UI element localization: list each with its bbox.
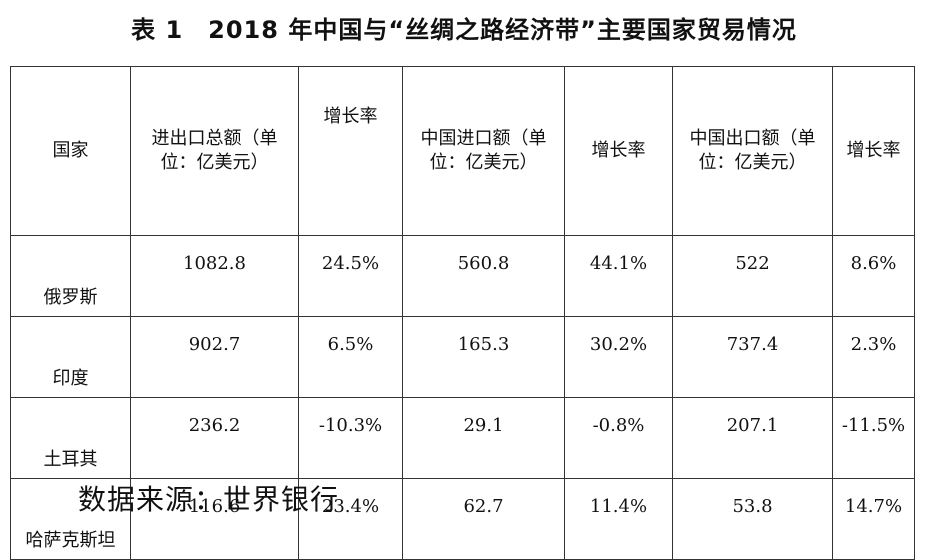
country-cell: 土耳其 (10, 397, 131, 479)
export-cell: 207.1 (672, 397, 833, 479)
header-import-growth: 增长率 (564, 66, 673, 236)
total-growth-cell: 24.5% (298, 235, 403, 317)
table-title: 表 1 2018 年中国与“丝绸之路经济带”主要国家贸易情况 (131, 16, 797, 44)
import-cell: 560.8 (402, 235, 565, 317)
header-country: 国家 (10, 66, 131, 236)
total-cell: 236.2 (130, 397, 299, 479)
import-growth-cell: 11.4% (564, 478, 673, 560)
header-import-label: 中国进口额（单位：亿美元） (420, 127, 547, 173)
total-cell: 1082.8 (130, 235, 299, 317)
header-export: 中国出口额（单位：亿美元） (672, 66, 833, 236)
import-cell: 165.3 (402, 316, 565, 398)
header-total-label: 进出口总额（单位：亿美元） (151, 127, 278, 173)
data-source-note: 数据来源：世界银行 (78, 483, 340, 516)
header-total: 进出口总额（单位：亿美元） (130, 66, 299, 236)
export-growth-cell: 2.3% (832, 316, 915, 398)
export-cell: 53.8 (672, 478, 833, 560)
country-cell: 印度 (10, 316, 131, 398)
import-cell: 29.1 (402, 397, 565, 479)
header-export-label: 中国出口额（单位：亿美元） (689, 127, 816, 173)
table-row: 印度 902.7 6.5% 165.3 30.2% 737.4 2.3% (10, 316, 915, 398)
header-export-growth: 增长率 (832, 66, 915, 236)
table-row: 俄罗斯 1082.8 24.5% 560.8 44.1% 522 8.6% (10, 235, 915, 317)
export-growth-cell: 14.7% (832, 478, 915, 560)
import-growth-cell: -0.8% (564, 397, 673, 479)
header-total-growth: 增长率 (298, 66, 403, 236)
import-growth-cell: 30.2% (564, 316, 673, 398)
total-growth-cell: 6.5% (298, 316, 403, 398)
import-growth-cell: 44.1% (564, 235, 673, 317)
country-cell: 俄罗斯 (10, 235, 131, 317)
export-growth-cell: -11.5% (832, 397, 915, 479)
table-row: 土耳其 236.2 -10.3% 29.1 -0.8% 207.1 -11.5% (10, 397, 915, 479)
export-cell: 737.4 (672, 316, 833, 398)
import-cell: 62.7 (402, 478, 565, 560)
total-cell: 902.7 (130, 316, 299, 398)
header-row: 国家 进出口总额（单位：亿美元） 增长率 中国进口额（单位：亿美元） 增长率 中… (10, 66, 915, 236)
total-growth-cell: -10.3% (298, 397, 403, 479)
export-cell: 522 (672, 235, 833, 317)
export-growth-cell: 8.6% (832, 235, 915, 317)
header-import: 中国进口额（单位：亿美元） (402, 66, 565, 236)
